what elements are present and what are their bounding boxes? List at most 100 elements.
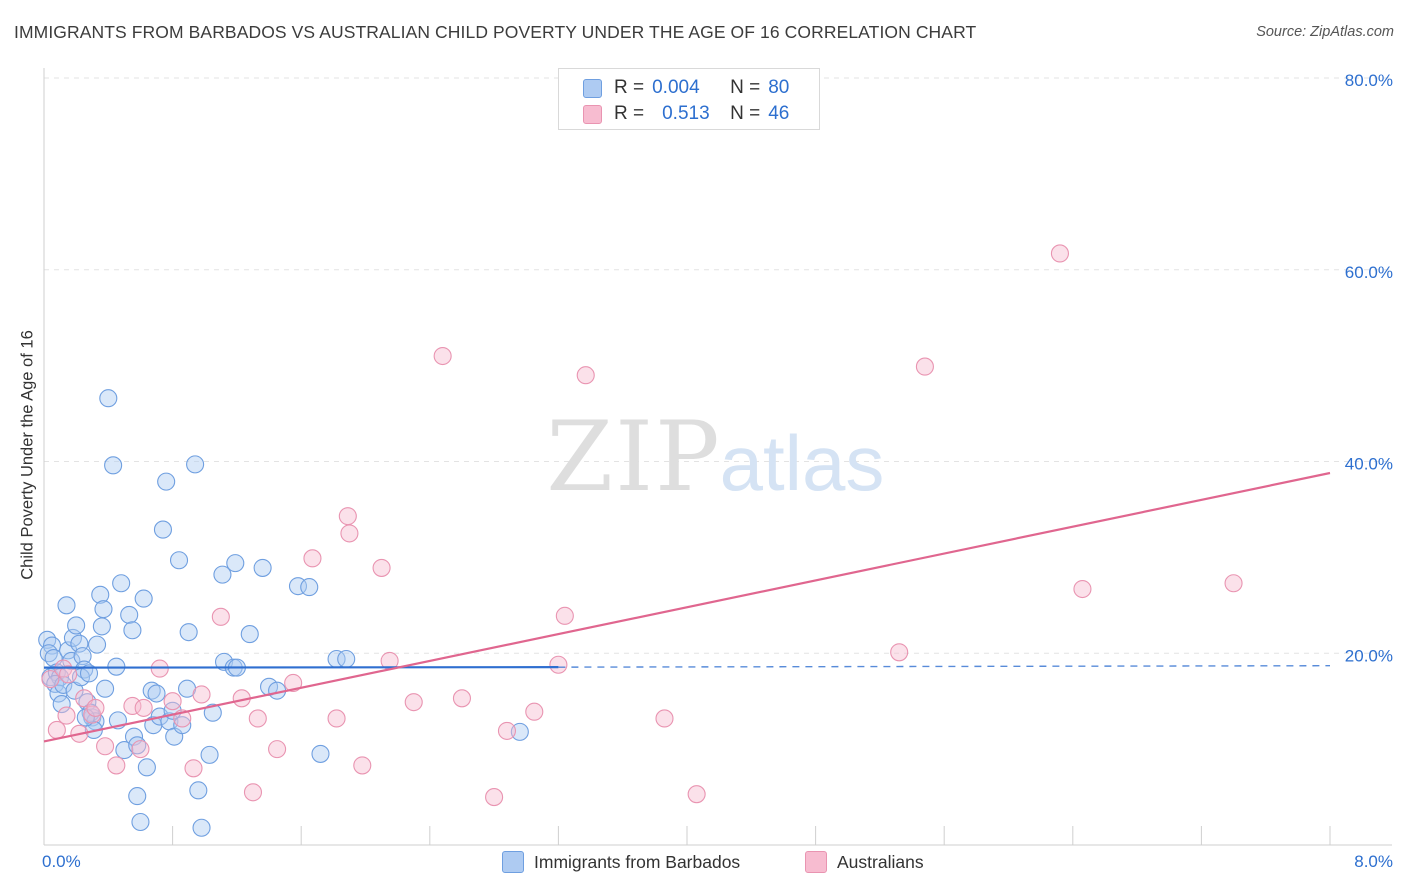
australians-point bbox=[452, 689, 472, 708]
australians-point bbox=[59, 665, 78, 684]
barbados-point bbox=[253, 558, 272, 577]
australians-point bbox=[555, 606, 574, 625]
australians-r-label: R = bbox=[614, 103, 645, 124]
barbados-point bbox=[203, 703, 222, 722]
barbados-point bbox=[510, 722, 529, 741]
australians-point bbox=[372, 558, 391, 577]
barbados-point bbox=[169, 551, 189, 570]
australians-point bbox=[248, 709, 267, 728]
barbados-point bbox=[173, 716, 192, 735]
australians-point bbox=[549, 655, 568, 674]
barbados-point bbox=[157, 472, 176, 491]
barbados-point bbox=[39, 644, 58, 663]
barbados-point bbox=[104, 456, 123, 475]
australians-point bbox=[303, 549, 322, 568]
legend-item-australians: Australians bbox=[805, 851, 924, 873]
australians-point bbox=[211, 607, 230, 626]
grid-layer bbox=[44, 77, 1392, 654]
watermark: ZIP atlas bbox=[546, 401, 884, 513]
stats-row-barbados: R = 0.004 N = 80 bbox=[583, 75, 789, 101]
barbados-point bbox=[153, 520, 173, 539]
y-tick-label: 40.0% bbox=[1345, 455, 1393, 474]
australians-point bbox=[184, 759, 203, 778]
barbados-point bbox=[120, 605, 139, 624]
australians-point bbox=[131, 740, 150, 759]
australians-point bbox=[243, 783, 263, 802]
source-attribution: Source: ZipAtlas.com bbox=[1256, 24, 1394, 40]
legend-australians-label: Australians bbox=[837, 851, 924, 872]
australians-point bbox=[57, 706, 76, 725]
legend-barbados-label: Immigrants from Barbados bbox=[534, 851, 741, 872]
barbados-point bbox=[96, 679, 115, 698]
australians-point bbox=[525, 702, 544, 721]
barbados-point bbox=[38, 630, 57, 649]
australians-n-label: N = bbox=[730, 103, 761, 124]
australians-point bbox=[163, 692, 182, 711]
barbados-point bbox=[300, 578, 319, 597]
australians-n-value: 46 bbox=[768, 103, 790, 124]
australians-point bbox=[86, 698, 105, 717]
barbados-point bbox=[73, 647, 92, 666]
trend-layer bbox=[43, 471, 1331, 743]
watermark-atlas: atlas bbox=[720, 419, 885, 507]
australians-swatch bbox=[583, 104, 602, 124]
legend-item-barbados: Immigrants from Barbados bbox=[502, 851, 740, 873]
barbados-point bbox=[131, 812, 150, 832]
australians-point bbox=[890, 643, 909, 662]
australians-point bbox=[404, 693, 423, 712]
y-tick-label: 60.0% bbox=[1345, 263, 1393, 282]
barbados-n-value: 80 bbox=[768, 77, 790, 98]
australians-point bbox=[134, 698, 153, 717]
australians-point bbox=[268, 740, 287, 759]
barbados-point bbox=[87, 635, 107, 654]
watermark-zip: ZIP bbox=[546, 401, 721, 513]
australians-point bbox=[433, 346, 452, 366]
australians-point bbox=[284, 673, 303, 693]
points-layer bbox=[38, 244, 1243, 837]
barbados-point bbox=[179, 623, 198, 642]
x-tick-min: 0.0% bbox=[42, 852, 81, 871]
barbados-point bbox=[189, 781, 208, 800]
australians-point bbox=[41, 670, 60, 689]
y-tick-label: 20.0% bbox=[1345, 646, 1393, 665]
barbados-point bbox=[147, 684, 166, 703]
australians-point bbox=[1050, 244, 1069, 263]
barbados-point bbox=[137, 758, 156, 777]
barbados-r-value: 0.004 bbox=[652, 77, 700, 98]
barbados-r-label: R = bbox=[614, 77, 645, 98]
barbados-trend-extension bbox=[558, 665, 1331, 668]
australians-point bbox=[327, 709, 346, 728]
australians-point bbox=[338, 507, 357, 526]
stats-row-australians: R = 0.513 N = 46 bbox=[583, 101, 789, 127]
barbados-point bbox=[186, 455, 205, 474]
barbados-point bbox=[92, 617, 111, 636]
australians-point bbox=[340, 524, 359, 543]
barbados-point bbox=[79, 664, 99, 683]
barbados-point bbox=[99, 389, 118, 408]
chart-title: IMMIGRANTS FROM BARBADOS VS AUSTRALIAN C… bbox=[14, 22, 977, 42]
australians-trend-line bbox=[43, 471, 1331, 743]
australians-point bbox=[47, 720, 66, 740]
legend-barbados-swatch bbox=[502, 851, 524, 873]
australians-point bbox=[192, 685, 211, 704]
barbados-swatch bbox=[583, 78, 602, 98]
y-tick-labels: 20.0% 40.0% 60.0% 80.0% bbox=[1345, 71, 1393, 665]
barbados-point bbox=[337, 649, 356, 669]
barbados-point bbox=[200, 745, 219, 764]
australians-point bbox=[1224, 574, 1243, 593]
barbados-point bbox=[128, 787, 147, 806]
axes-layer bbox=[43, 68, 1392, 846]
barbados-point bbox=[226, 554, 245, 573]
australians-point bbox=[353, 756, 372, 775]
australians-point bbox=[107, 756, 126, 775]
barbados-point bbox=[240, 625, 259, 644]
barbados-point bbox=[142, 681, 161, 700]
stats-legend-box: R = 0.004 N = 80 R = 0.513 N = 46 bbox=[558, 68, 820, 130]
barbados-point bbox=[52, 695, 71, 714]
x-tick-max: 8.0% bbox=[1354, 852, 1393, 871]
barbados-point bbox=[213, 565, 232, 584]
y-tick-label: 80.0% bbox=[1345, 71, 1393, 90]
australians-point bbox=[576, 366, 595, 385]
barbados-n-label: N = bbox=[730, 77, 761, 98]
